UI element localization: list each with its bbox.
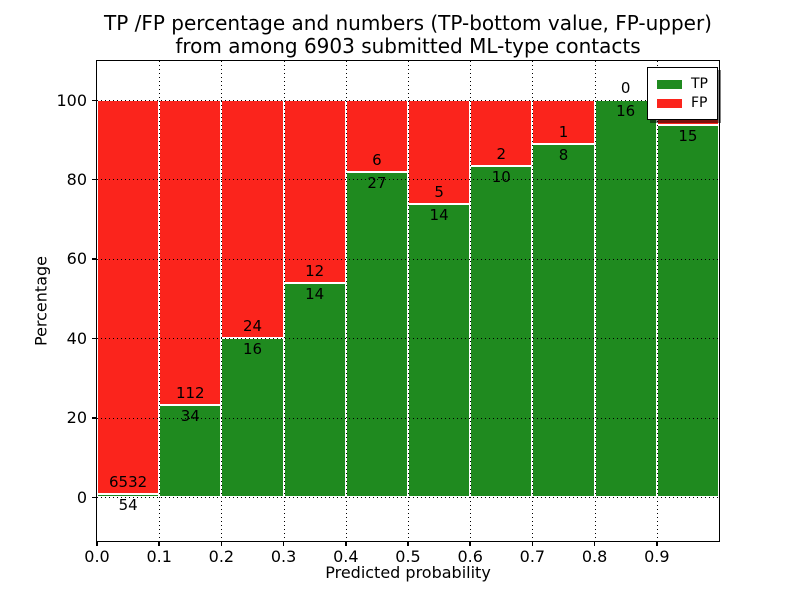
legend: TP FP [647, 67, 718, 120]
x-tick-label: 0.4 [333, 547, 359, 566]
fp-count-label: 2 [496, 145, 507, 164]
fp-count-label: 0 [620, 79, 631, 97]
bar-segment-fp [97, 100, 160, 494]
x-gridline [470, 61, 472, 541]
tp-swatch-icon [657, 79, 682, 89]
bar-segment-tp [345, 172, 408, 497]
x-tick-mark [531, 541, 534, 546]
y-tick-mark [92, 496, 97, 498]
x-gridline [283, 61, 285, 541]
bar-segment-tp [97, 493, 160, 497]
plot-area: 0 20 40 60 80 100 0.0 0.1 0.2 0.3 0.4 0.5 0.6 0.7 0.8 0… [56, 60, 720, 566]
tp-count-label: 10 [491, 168, 511, 187]
tp-count-label: 16 [616, 102, 636, 120]
fp-count-label: 6532 [109, 472, 148, 491]
bar-segment-tp [283, 283, 346, 497]
tp-count-label: 8 [558, 146, 569, 165]
x-tick-label: 0.8 [581, 547, 608, 566]
y-axis-label: Percentage [31, 255, 51, 347]
x-tick-label: 0.2 [208, 547, 235, 566]
chart-title: TP /FP percentage and numbers (TP-bottom… [97, 12, 719, 58]
x-gridline [594, 61, 596, 541]
y-tick-label: 100 [56, 90, 87, 110]
y-tick-mark [92, 99, 97, 101]
x-tick-mark [593, 541, 596, 546]
bar-segment-fp [345, 100, 408, 173]
bar-segment-tp [532, 144, 595, 497]
x-tick-label: 0.7 [519, 547, 546, 566]
tp-count-label: 14 [305, 285, 325, 304]
x-tick-label: 0.5 [395, 547, 421, 566]
fp-count-label: 12 [305, 262, 325, 281]
x-tick-mark [96, 541, 98, 546]
fp-count-label: 24 [242, 317, 263, 336]
chart-title-line1: TP /FP percentage and numbers (TP-bottom… [104, 11, 712, 35]
x-tick-label: 0.3 [270, 547, 297, 566]
y-tick-mark [92, 178, 97, 181]
x-tick-label: 0.6 [457, 547, 483, 566]
y-tick-label: 0 [76, 487, 87, 507]
tp-count-label: 54 [118, 495, 138, 514]
x-tick-mark [345, 541, 347, 546]
fp-count-label: 5 [434, 183, 444, 202]
y-tick-label: 80 [66, 169, 87, 189]
tp-count-label: 14 [429, 206, 449, 225]
x-tick-mark [220, 541, 223, 546]
x-tick-mark [158, 541, 160, 546]
x-tick-label: 0.0 [84, 547, 110, 566]
x-gridline [656, 61, 658, 541]
y-tick-mark [92, 417, 97, 419]
y-tick-label: 20 [66, 408, 87, 428]
tp-count-label: 34 [180, 406, 200, 425]
legend-label-tp: TP [691, 76, 708, 92]
x-tick-label: 0.9 [644, 547, 670, 566]
y-tick-mark [92, 258, 97, 260]
chart-title-line2: from among 6903 submitted ML-type contac… [175, 34, 641, 58]
y-tick-label: 40 [66, 328, 87, 348]
bar-segment-tp [408, 204, 471, 497]
bar-segment-tp [656, 124, 719, 497]
x-gridline [345, 61, 347, 541]
tp-count-label: 27 [367, 174, 387, 193]
x-tick-mark [469, 541, 471, 546]
bar-segment-fp [159, 100, 222, 405]
bar-segment-tp [159, 404, 222, 497]
x-gridline [408, 61, 409, 541]
tp-count-label: 15 [678, 126, 698, 145]
fp-swatch-icon [657, 98, 682, 108]
x-gridline [159, 61, 161, 541]
legend-label-fp: FP [691, 95, 708, 111]
y-tick-mark [92, 337, 97, 340]
x-tick-mark [656, 541, 658, 546]
bar-segment-tp [470, 166, 533, 497]
legend-item-tp: TP [657, 76, 708, 92]
tp-count-label: 16 [242, 340, 263, 359]
fp-count-label: 112 [175, 383, 205, 402]
x-tick-label: 0.1 [146, 547, 172, 566]
fp-count-label: 1 [558, 123, 569, 142]
x-axis-label: Predicted probability [325, 563, 491, 582]
x-gridline [221, 61, 223, 541]
bar-segment-fp [221, 100, 284, 339]
bar-segment-tp [594, 100, 657, 497]
x-tick-mark [282, 541, 285, 546]
fp-count-label: 6 [372, 151, 382, 170]
x-gridline [532, 61, 534, 541]
legend-item-fp: FP [657, 95, 708, 111]
bar-segment-fp [283, 100, 346, 284]
x-tick-mark [407, 541, 409, 546]
y-tick-label: 60 [66, 249, 87, 269]
